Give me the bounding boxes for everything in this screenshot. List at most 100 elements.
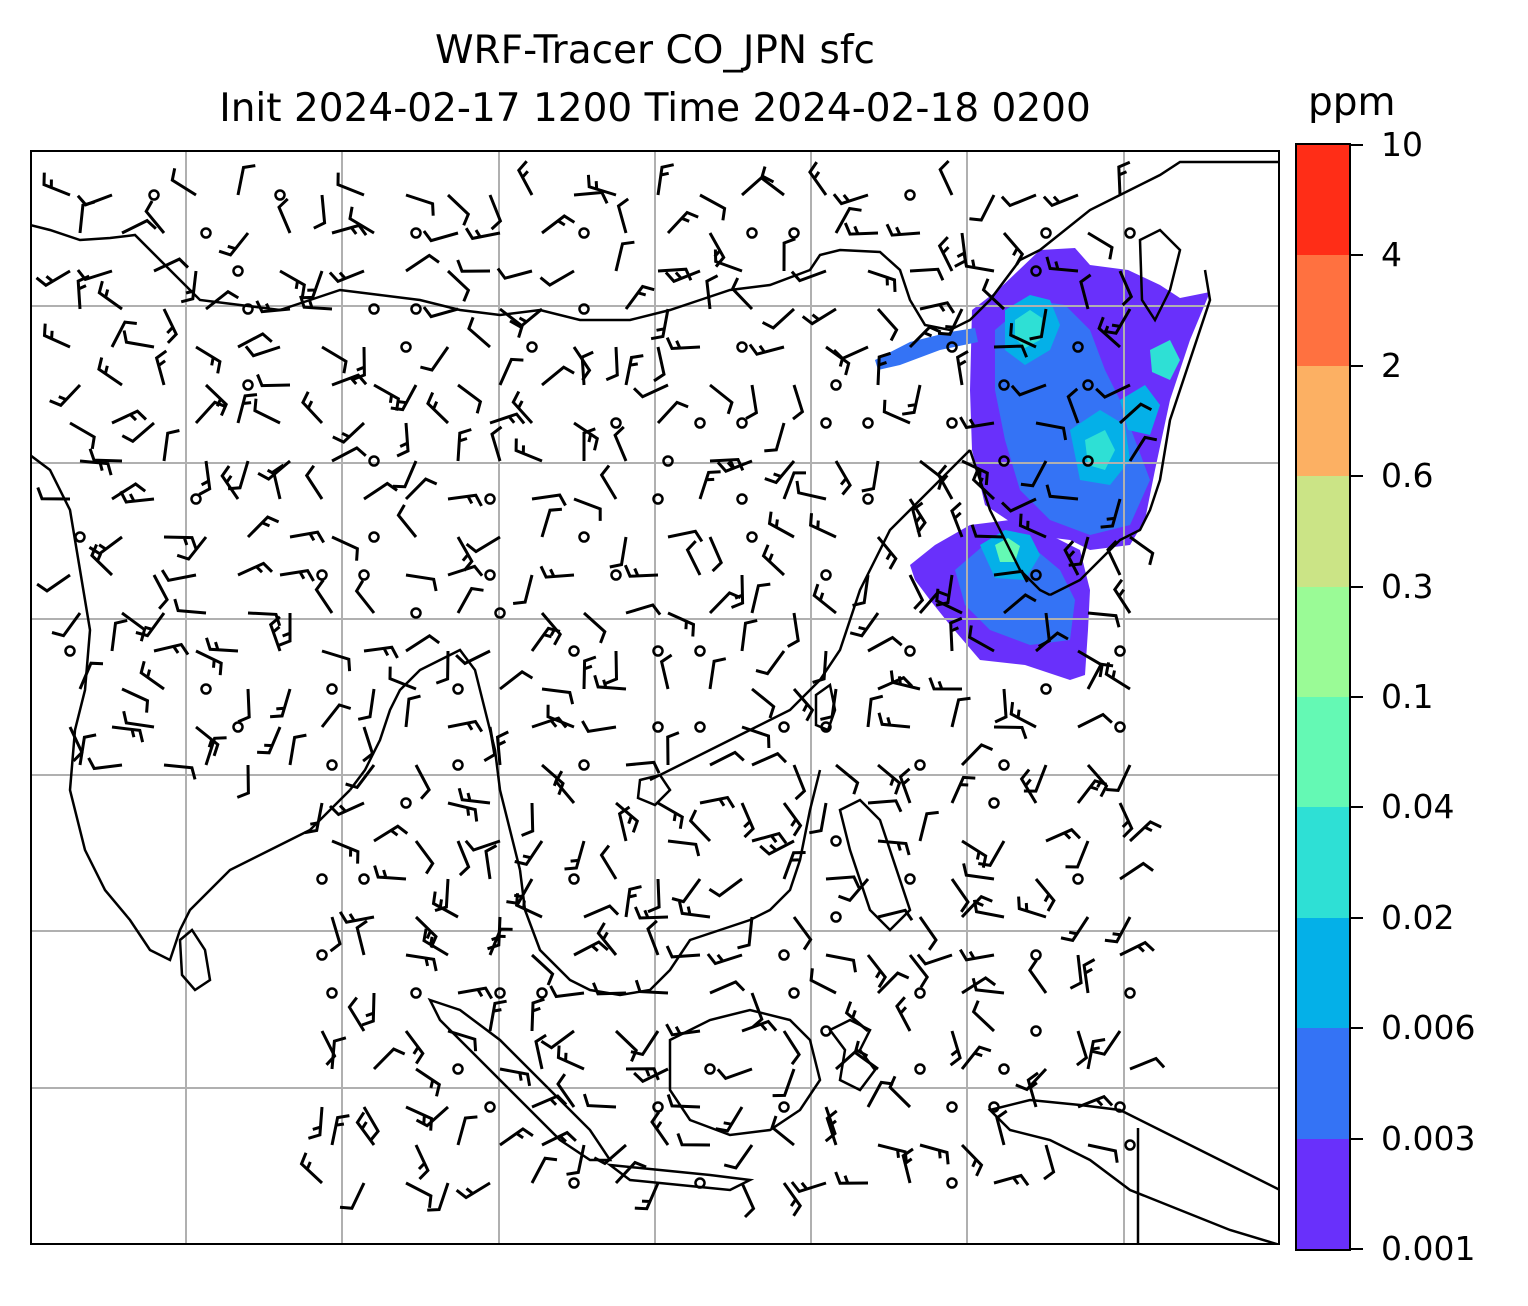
wind-barb bbox=[405, 193, 435, 216]
wind-barb bbox=[708, 591, 742, 615]
wind-barb bbox=[593, 1143, 627, 1166]
wind-barb bbox=[809, 802, 828, 835]
wind-barb bbox=[447, 564, 484, 577]
calm-wind-circle bbox=[368, 455, 380, 467]
wind-barb bbox=[1060, 916, 1090, 943]
wind-barb bbox=[78, 200, 95, 234]
wind-barb bbox=[1119, 940, 1155, 957]
wind-barb bbox=[685, 540, 702, 576]
colorbar-unit-label: ppm bbox=[1308, 80, 1396, 125]
wind-barb bbox=[352, 346, 366, 381]
wind-barb bbox=[467, 316, 491, 349]
wind-barb bbox=[236, 393, 258, 424]
wind-barb bbox=[1043, 1144, 1056, 1181]
wind-barb bbox=[328, 269, 365, 284]
calm-wind-circle bbox=[904, 873, 916, 885]
wind-barb bbox=[49, 383, 82, 408]
wind-barb bbox=[849, 612, 880, 638]
wind-barb bbox=[97, 280, 123, 311]
wind-barb bbox=[354, 579, 376, 614]
colorbar-tick-label: 0.6 bbox=[1381, 456, 1434, 496]
wind-barb bbox=[782, 1182, 803, 1217]
wind-barb bbox=[321, 345, 348, 374]
colorbar-segment bbox=[1297, 586, 1349, 697]
calm-wind-circle bbox=[452, 759, 464, 771]
wind-barbs bbox=[35, 159, 1166, 1219]
wind-barb bbox=[456, 840, 471, 877]
wind-barb bbox=[1026, 1071, 1039, 1108]
wind-barb bbox=[218, 232, 250, 257]
wind-barb bbox=[180, 270, 198, 304]
calm-wind-circle bbox=[578, 227, 590, 239]
wind-barb bbox=[667, 529, 704, 543]
wind-barb bbox=[837, 878, 870, 903]
wind-barb bbox=[919, 301, 956, 314]
wind-barb bbox=[625, 1067, 660, 1081]
calm-wind-circle bbox=[1030, 569, 1042, 581]
wind-barb bbox=[499, 1067, 532, 1087]
wind-barb bbox=[1087, 1143, 1119, 1163]
wind-barb bbox=[1066, 387, 1080, 424]
calm-wind-circle bbox=[484, 569, 496, 581]
wind-barb bbox=[1086, 1038, 1106, 1070]
wind-barb bbox=[901, 1147, 914, 1184]
wind-barb bbox=[336, 172, 365, 197]
wind-barb bbox=[730, 277, 754, 311]
wind-barb bbox=[596, 922, 618, 956]
wind-barb bbox=[554, 770, 576, 804]
wind-barb bbox=[564, 840, 586, 871]
wind-barb bbox=[489, 412, 526, 425]
wind-barb bbox=[634, 1182, 660, 1211]
wind-barb bbox=[866, 694, 884, 728]
colorbar-segment bbox=[1297, 1028, 1349, 1139]
wind-barb bbox=[456, 259, 491, 273]
wind-barb bbox=[1042, 193, 1079, 208]
wind-barb bbox=[705, 274, 719, 310]
wind-barb bbox=[447, 493, 483, 507]
wind-barb bbox=[825, 1109, 838, 1146]
wind-barb bbox=[1020, 460, 1048, 488]
calm-wind-circle bbox=[914, 987, 926, 999]
calm-wind-circle bbox=[694, 417, 706, 429]
wind-barb bbox=[666, 731, 680, 766]
wind-barb bbox=[916, 953, 953, 966]
calm-wind-circle bbox=[904, 645, 916, 657]
calm-wind-circle bbox=[820, 1025, 832, 1037]
wind-barb bbox=[613, 425, 628, 462]
calm-wind-circle bbox=[914, 759, 926, 771]
wind-barb bbox=[792, 688, 815, 722]
wind-barb bbox=[530, 997, 545, 1032]
wind-barb bbox=[549, 985, 585, 999]
wind-barb bbox=[852, 574, 870, 607]
wind-barb bbox=[338, 911, 375, 924]
wind-barb bbox=[514, 840, 544, 867]
wind-barb bbox=[962, 863, 995, 881]
wind-barb bbox=[767, 511, 795, 539]
calm-wind-circle bbox=[946, 1177, 958, 1189]
calm-wind-circle bbox=[788, 987, 800, 999]
wind-barb bbox=[876, 971, 910, 995]
calm-wind-circle bbox=[452, 683, 464, 695]
wind-barb bbox=[247, 611, 282, 627]
wind-barb bbox=[867, 799, 903, 813]
calm-wind-circle bbox=[484, 1101, 496, 1113]
wind-barb bbox=[111, 409, 148, 425]
wind-barb bbox=[488, 194, 503, 231]
wind-barb bbox=[414, 1144, 430, 1181]
calm-wind-circle bbox=[736, 417, 748, 429]
wind-barb bbox=[347, 996, 366, 1032]
wind-barb bbox=[623, 564, 659, 578]
wind-barb bbox=[1100, 498, 1122, 529]
calm-wind-circle bbox=[200, 683, 212, 695]
wind-barb bbox=[632, 383, 669, 399]
wind-barb bbox=[111, 482, 147, 501]
wind-barb bbox=[630, 1030, 660, 1057]
wind-barb bbox=[633, 1067, 669, 1084]
wind-barb bbox=[1118, 270, 1134, 307]
wind-barb bbox=[666, 1094, 701, 1109]
wind-barb bbox=[299, 295, 333, 311]
wind-barb bbox=[908, 325, 942, 349]
wind-barb bbox=[1128, 820, 1162, 843]
wind-barb bbox=[786, 612, 800, 648]
calm-wind-circle bbox=[1072, 341, 1084, 353]
